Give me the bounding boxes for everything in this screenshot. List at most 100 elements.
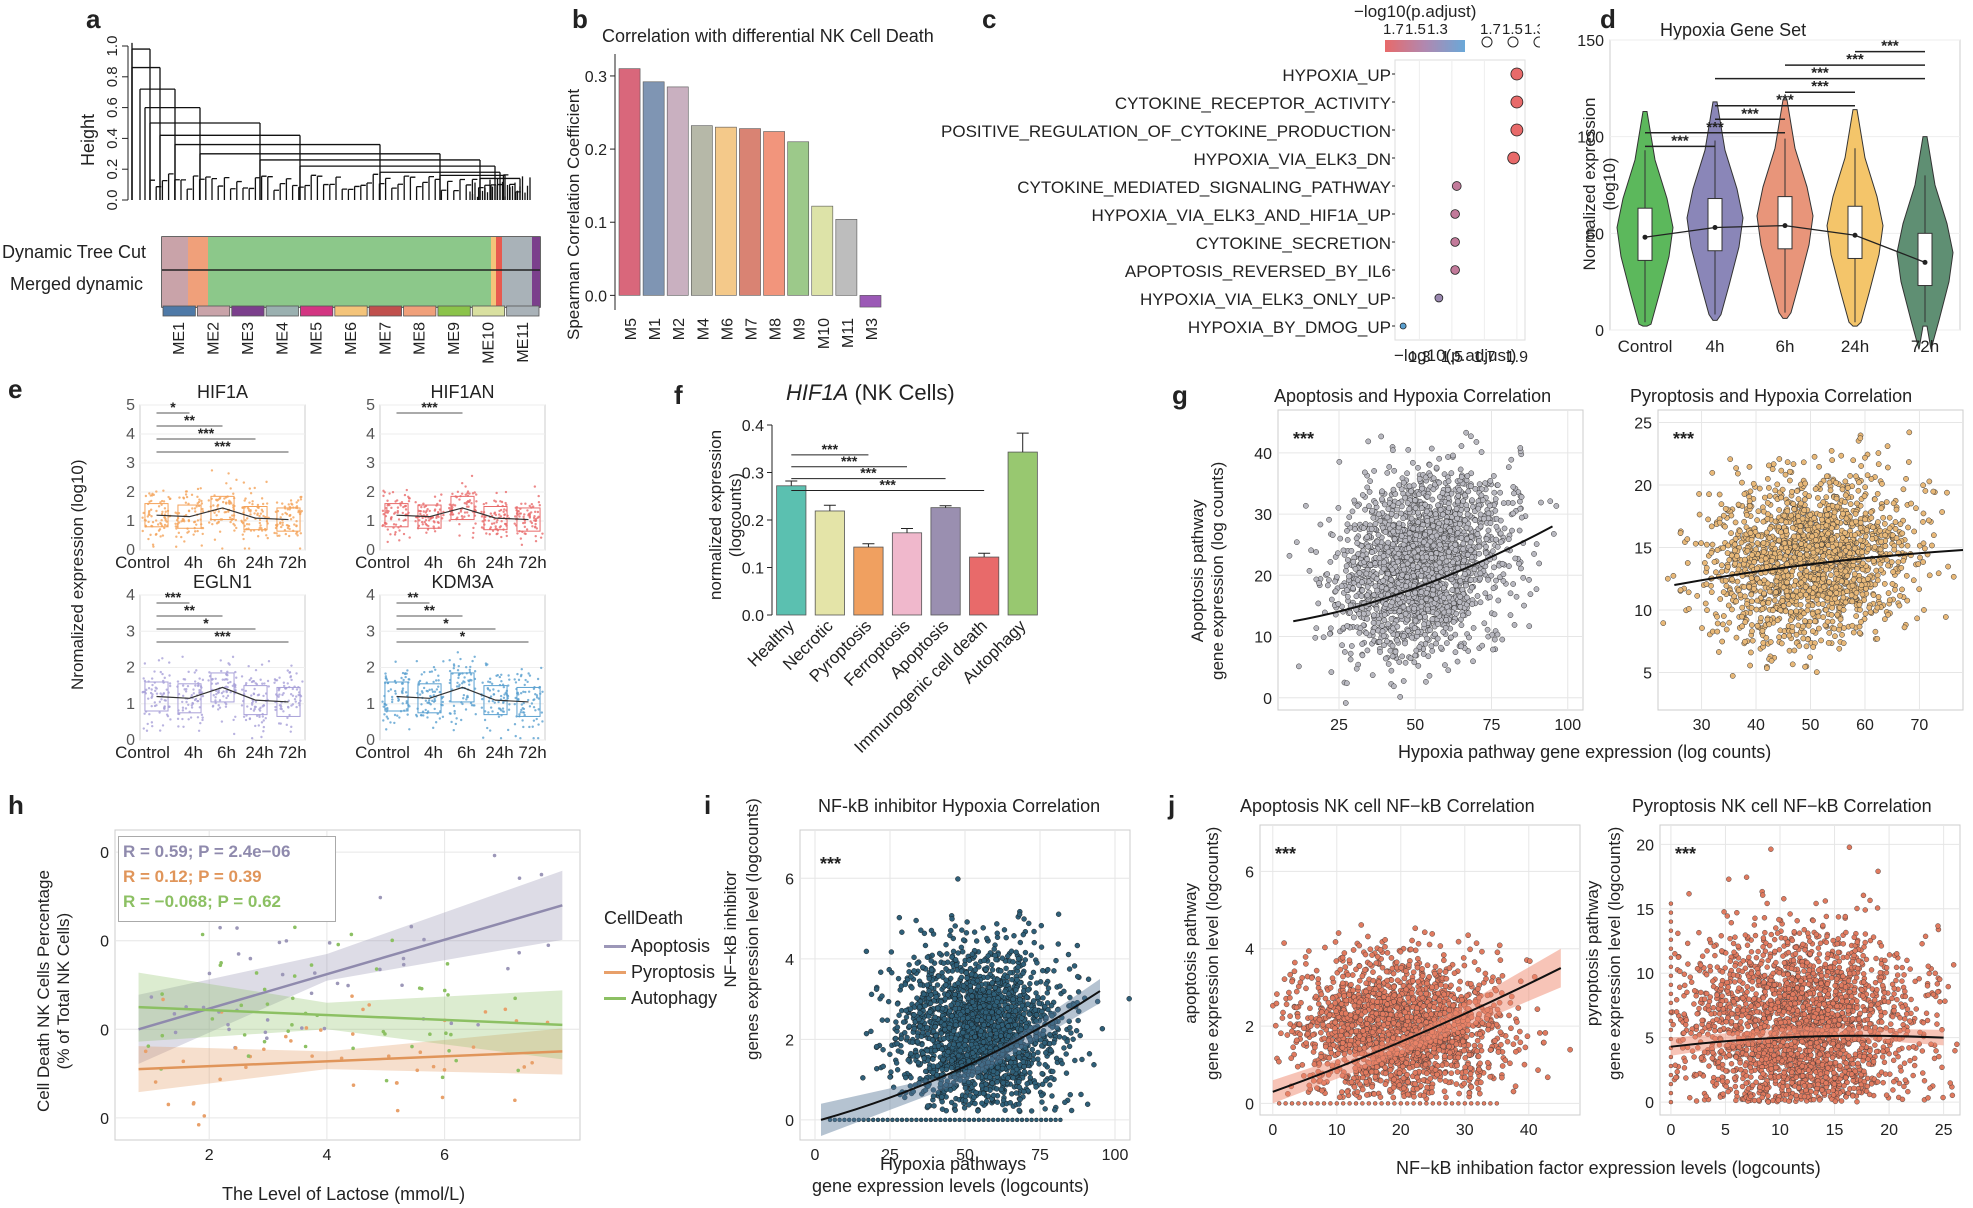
- e-point: [513, 723, 517, 726]
- g-point: [1389, 566, 1396, 573]
- e-point: [298, 547, 302, 550]
- g-point: [1720, 613, 1727, 619]
- c-dot: [1434, 293, 1444, 303]
- e-point: [277, 722, 281, 725]
- g-point: [1394, 506, 1400, 513]
- g-point: [1812, 618, 1818, 625]
- e-point: [528, 674, 532, 677]
- e-point: [536, 677, 540, 681]
- g-point: [1720, 589, 1727, 595]
- e-point: [167, 495, 170, 499]
- e-box: [516, 686, 541, 717]
- e-point: [231, 684, 235, 687]
- e-ytick-label: 5: [126, 397, 135, 414]
- e-point: [201, 507, 204, 511]
- g-point: [1390, 447, 1396, 454]
- a-module-label: ME2: [206, 322, 223, 355]
- e-sig-label: *: [170, 399, 176, 415]
- e-point: [386, 540, 389, 544]
- e-point: [485, 532, 488, 535]
- e-point: [421, 710, 425, 713]
- e-point: [539, 536, 543, 539]
- e-point: [195, 523, 198, 526]
- e-point: [434, 668, 437, 671]
- g-point: [1371, 468, 1377, 474]
- e-point: [297, 499, 300, 502]
- e-point: [502, 701, 505, 705]
- e-point: [187, 530, 190, 533]
- e-point: [273, 531, 276, 535]
- g-point: [1421, 539, 1427, 545]
- e-point: [163, 699, 166, 702]
- e-point: [432, 694, 436, 697]
- e-point: [249, 513, 252, 516]
- g-ytick-label: 40: [1254, 446, 1272, 463]
- e-point: [433, 508, 437, 511]
- g-point: [1456, 486, 1463, 493]
- e-point: [163, 706, 166, 709]
- e-point: [499, 708, 503, 712]
- g-point: [1378, 433, 1385, 440]
- e-point: [196, 495, 199, 499]
- a-leaf: [285, 178, 292, 200]
- e-point: [520, 668, 523, 671]
- g-point: [1472, 485, 1479, 492]
- g-point: [1460, 498, 1466, 504]
- g-point: [1356, 610, 1362, 617]
- e-point: [163, 507, 167, 510]
- a-leaf: [205, 176, 211, 200]
- e-point: [211, 522, 214, 526]
- a-leaf: [397, 183, 403, 200]
- g-point: [1703, 581, 1710, 587]
- e-point: [386, 528, 390, 531]
- c-term-label: CYTOKINE_RECEPTOR_ACTIVITY: [1115, 94, 1391, 113]
- g-point: [1452, 541, 1459, 548]
- e-point: [502, 510, 505, 513]
- e-point: [448, 681, 452, 685]
- e-point: [517, 678, 521, 682]
- g-point: [1450, 559, 1456, 566]
- e-point: [382, 719, 385, 722]
- e-point: [384, 675, 388, 678]
- e-point: [301, 680, 304, 683]
- e-point: [234, 670, 237, 674]
- e-point: [386, 706, 389, 710]
- e-point: [282, 692, 285, 695]
- e-point: [141, 516, 144, 519]
- a-leaf: [428, 176, 434, 200]
- g-point: [1705, 516, 1711, 523]
- g-point: [1416, 476, 1423, 482]
- e-point: [490, 682, 494, 685]
- e-point: [398, 529, 401, 532]
- e-point: [217, 689, 220, 692]
- g-point: [1506, 563, 1512, 570]
- a-leaf: [329, 183, 335, 200]
- e-point: [208, 521, 211, 524]
- e-point: [498, 513, 501, 516]
- g-point: [1384, 638, 1390, 645]
- g-point: [1526, 623, 1533, 629]
- e-point: [192, 688, 195, 691]
- g-point: [1484, 626, 1491, 633]
- g-point: [1748, 605, 1755, 611]
- g-point: [1415, 464, 1421, 471]
- e-point: [537, 708, 540, 711]
- g-point: [1394, 637, 1400, 644]
- g-point: [1538, 499, 1544, 506]
- e-point: [428, 670, 432, 674]
- g-point: [1489, 631, 1496, 638]
- e-point: [266, 679, 270, 683]
- e-point: [262, 730, 265, 733]
- e-point: [160, 503, 163, 506]
- e-point: [467, 514, 470, 517]
- g-point: [1801, 496, 1808, 503]
- e-point: [437, 679, 440, 682]
- e-point: [519, 692, 523, 695]
- e-point: [526, 509, 529, 512]
- e-point: [392, 523, 396, 526]
- a-leaf: [372, 173, 379, 200]
- e-point: [215, 692, 218, 696]
- e-point: [431, 726, 435, 730]
- e-point: [474, 505, 477, 508]
- g-point: [1458, 507, 1465, 513]
